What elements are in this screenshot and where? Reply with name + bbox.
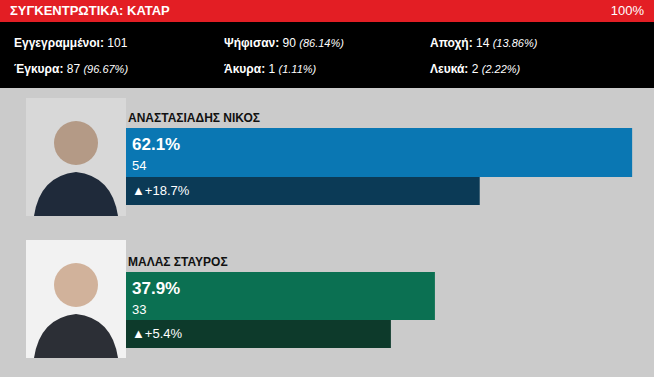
html-text:Ψήφισαν: 90 (86.14%): Ψήφισαν: 90 (86.14%) [224,36,344,50]
html-text:Εγγεγραμμένοι: 101: Εγγεγραμμένοι: 101 [14,36,128,50]
svg-text:62.1%: 62.1% [132,135,180,154]
html-text:Λευκά: 2 (2.22%): Λευκά: 2 (2.22%) [430,62,521,76]
html-text:ΑΝΑΣΤΑΣΙΑΔΗΣ ΝΙΚΟΣ: ΑΝΑΣΤΑΣΙΑΔΗΣ ΝΙΚΟΣ [128,111,260,125]
html-text:100%: 100% [610,3,644,18]
svg-text:37.9%: 37.9% [132,279,180,298]
html-text:ΣΥΓΚΕΝΤΡΩΤΙΚΑ: ΚΑΤΑΡ: ΣΥΓΚΕΝΤΡΩΤΙΚΑ: ΚΑΤΑΡ [10,3,170,18]
svg-text:▲+5.4%: ▲+5.4% [132,326,183,341]
html-text:ΜΑΛΑΣ ΣΤΑΥΡΟΣ: ΜΑΛΑΣ ΣΤΑΥΡΟΣ [128,255,228,269]
svg-text:▲+18.7%: ▲+18.7% [132,183,190,198]
html-text:Άκυρα: 1 (1.11%): Άκυρα: 1 (1.11%) [224,62,317,76]
svg-text:54: 54 [132,158,146,173]
html-text:Έγκυρα: 87 (96.67%): Έγκυρα: 87 (96.67%) [14,62,129,76]
svg-text:33: 33 [132,302,146,317]
html-text:Αποχή: 14 (13.86%): Αποχή: 14 (13.86%) [430,36,538,50]
